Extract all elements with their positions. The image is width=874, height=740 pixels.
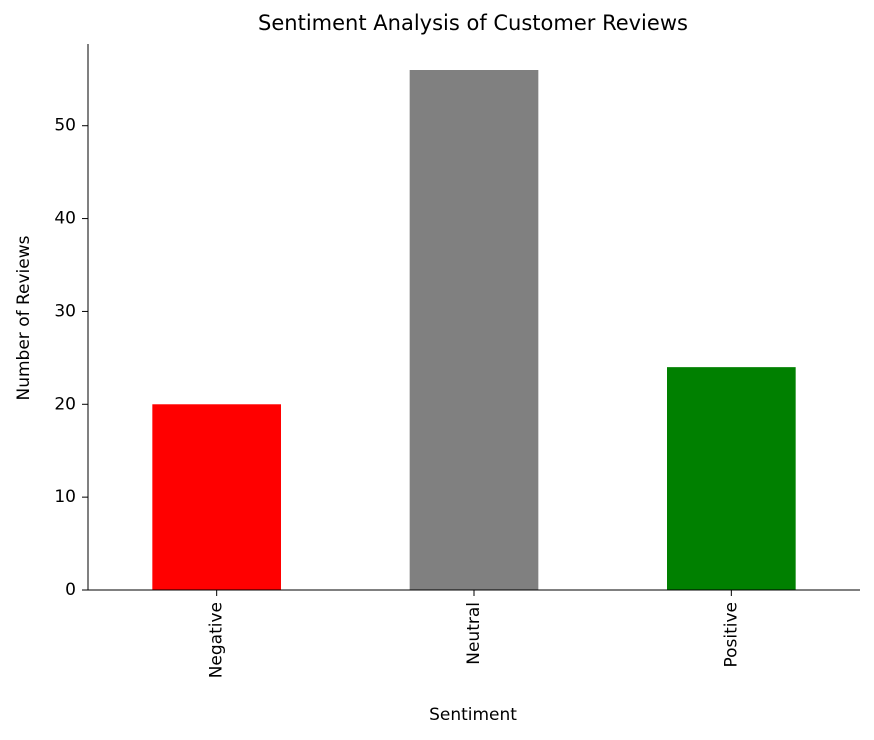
x-tick-label: Negative [207, 602, 227, 678]
bar [409, 70, 539, 590]
chart-title: Sentiment Analysis of Customer Reviews [258, 11, 688, 35]
bar [152, 404, 281, 590]
y-tick-label: 0 [65, 580, 76, 600]
x-tick-label: Positive [721, 602, 741, 668]
y-axis-label: Number of Reviews [14, 235, 34, 400]
y-tick-label: 10 [54, 487, 76, 507]
bar [667, 367, 796, 590]
x-axis-label: Sentiment [429, 705, 517, 725]
x-tick-label: Neutral [464, 602, 484, 665]
y-tick-label: 30 [54, 301, 76, 321]
y-tick-label: 50 [54, 116, 76, 136]
y-tick-label: 20 [54, 394, 76, 414]
y-tick-label: 40 [54, 209, 76, 229]
